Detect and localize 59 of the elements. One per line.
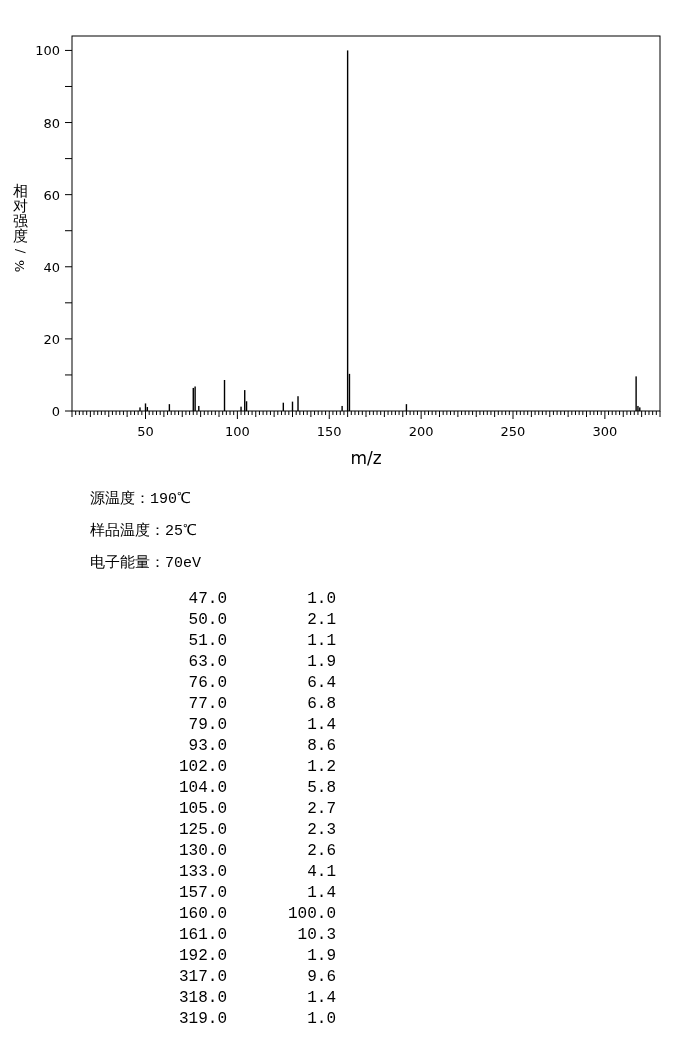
text: 2.3 bbox=[307, 821, 336, 839]
text: 1.9 bbox=[307, 947, 336, 965]
y-axis-title: 相对强度/% bbox=[12, 182, 28, 273]
text: 1.4 bbox=[307, 884, 336, 902]
text: 1.2 bbox=[307, 758, 336, 776]
x-tick-label: 200 bbox=[408, 424, 434, 439]
text: 5.8 bbox=[307, 779, 336, 797]
text: 电子能量：70eV bbox=[90, 554, 202, 572]
x-tick-label: 250 bbox=[500, 424, 526, 439]
text: 6.4 bbox=[307, 674, 336, 692]
text: 100.0 bbox=[287, 905, 336, 923]
x-axis-title: m/z bbox=[350, 448, 382, 468]
x-tick-label: 300 bbox=[592, 424, 618, 439]
text: 2.6 bbox=[307, 842, 336, 860]
y-tick-label: 80 bbox=[43, 115, 60, 131]
text: 样品温度：25℃ bbox=[90, 522, 198, 540]
category-label: 105.0 bbox=[178, 800, 227, 818]
category-label: 77.0 bbox=[188, 695, 227, 713]
text: 2.1 bbox=[307, 611, 336, 629]
category-label: 160.0 bbox=[178, 905, 227, 923]
text: 2.7 bbox=[307, 800, 336, 818]
category-label: 102.0 bbox=[178, 758, 227, 776]
category-label: 104.0 bbox=[178, 779, 227, 797]
text: 4.1 bbox=[307, 863, 336, 881]
x-tick-label: 50 bbox=[137, 424, 154, 439]
text: 源温度：190℃ bbox=[90, 490, 192, 508]
text: 6.8 bbox=[307, 695, 336, 713]
category-label: 79.0 bbox=[188, 716, 227, 734]
category-label: 133.0 bbox=[178, 863, 227, 881]
y-tick-label: 60 bbox=[43, 187, 60, 203]
x-tick-label: 150 bbox=[316, 424, 342, 439]
category-label: 318.0 bbox=[178, 989, 227, 1007]
category-label: 93.0 bbox=[188, 737, 227, 755]
y-tick-label: 100 bbox=[35, 43, 60, 59]
category-label: 63.0 bbox=[188, 653, 227, 671]
y-tick-label: 0 bbox=[51, 404, 60, 419]
text: 9.6 bbox=[307, 968, 336, 986]
text: 1.1 bbox=[307, 632, 336, 650]
category-label: 76.0 bbox=[188, 674, 227, 692]
category-label: 161.0 bbox=[178, 926, 227, 944]
text: 10.3 bbox=[297, 926, 336, 944]
text: 1.0 bbox=[307, 590, 336, 608]
text: 1.0 bbox=[307, 1010, 336, 1028]
category-label: 157.0 bbox=[178, 884, 227, 902]
category-label: 192.0 bbox=[178, 947, 227, 965]
category-label: 125.0 bbox=[178, 821, 227, 839]
text: 1.4 bbox=[307, 989, 336, 1007]
category-label: 51.0 bbox=[188, 632, 227, 650]
category-label: 319.0 bbox=[178, 1010, 227, 1028]
category-label: 50.0 bbox=[188, 611, 227, 629]
text: 1.9 bbox=[307, 653, 336, 671]
y-tick-label: 40 bbox=[43, 259, 60, 275]
text: 8.6 bbox=[307, 737, 336, 755]
category-label: 317.0 bbox=[178, 968, 227, 986]
text: 1.4 bbox=[307, 716, 336, 734]
category-label: 47.0 bbox=[188, 590, 227, 608]
category-label: 130.0 bbox=[178, 842, 227, 860]
y-tick-label: 20 bbox=[43, 331, 60, 347]
x-tick-label: 100 bbox=[224, 424, 250, 439]
